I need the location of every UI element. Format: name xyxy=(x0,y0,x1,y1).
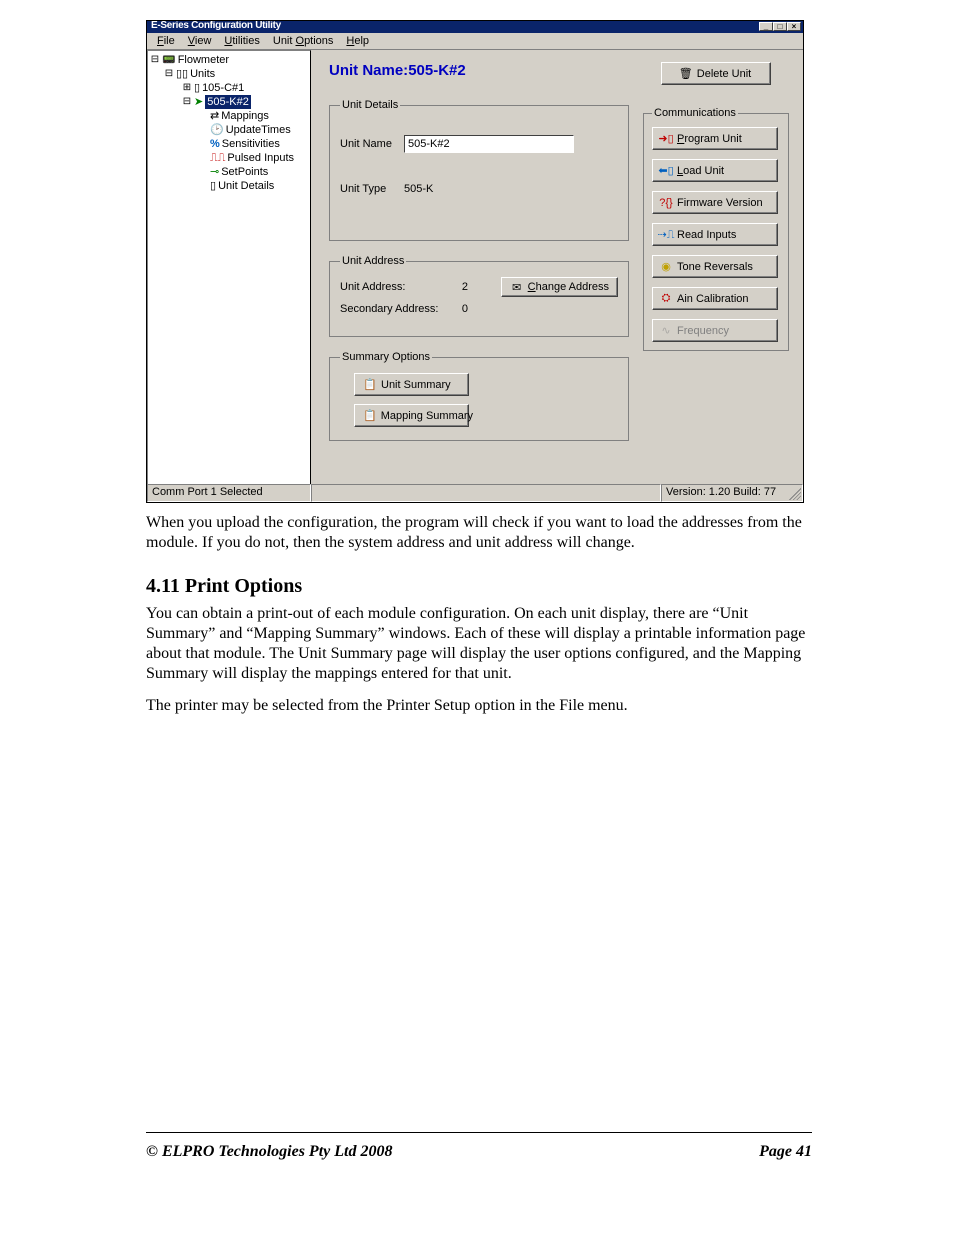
change-address-icon: ✉ xyxy=(510,280,524,294)
tree-root[interactable]: ⊟📟 Flowmeter xyxy=(150,53,310,67)
secondary-address-value: 0 xyxy=(452,303,472,315)
status-left: Comm Port 1 Selected xyxy=(147,484,311,502)
tree-unit-2[interactable]: ⊟➤ 505-K#2 xyxy=(150,95,310,109)
status-right: Version: 1.20 Build: 77 xyxy=(661,484,803,502)
arrow-icon: ➤ xyxy=(194,95,203,109)
load-unit-button[interactable]: ⬅▯ Load Unit xyxy=(652,159,778,182)
doc-para-1: When you upload the configuration, the p… xyxy=(146,513,812,553)
menu-view[interactable]: View xyxy=(182,34,218,48)
secondary-address-label: Secondary Address: xyxy=(340,303,446,315)
unit-details-group: Unit Details Unit Name Unit Type 505-K xyxy=(329,99,629,241)
tree-pulsed-inputs[interactable]: ⎍⎍ Pulsed Inputs xyxy=(150,151,310,165)
flowmeter-icon: 📟 xyxy=(162,53,176,67)
menu-file[interactable]: File xyxy=(151,34,181,48)
unitdetails-icon: ▯ xyxy=(210,179,216,193)
delete-icon: 🗑 xyxy=(679,67,693,81)
unit-icon: ▯ xyxy=(194,81,200,95)
footer-left: © ELPRO Technologies Pty Ltd 2008 xyxy=(146,1143,759,1161)
unit-name-header-value: 505-K#2 xyxy=(408,62,466,79)
close-button[interactable]: × xyxy=(787,22,801,31)
menu-utilities[interactable]: Utilities xyxy=(218,34,265,48)
window-buttons: _ □ × xyxy=(759,22,801,31)
summary-options-legend: Summary Options xyxy=(340,351,432,363)
tree-updatetimes[interactable]: 🕑 UpdateTimes xyxy=(150,123,310,137)
unit-details-legend: Unit Details xyxy=(340,99,400,111)
unit-name-header: Unit Name: 505-K#2 xyxy=(329,62,466,79)
change-address-button[interactable]: ✉ Change Address xyxy=(501,277,618,297)
tree-sensitivities[interactable]: % Sensitivities xyxy=(150,137,310,151)
app-window: E-Series Configuration Utility _ □ × Fil… xyxy=(146,20,804,503)
mapping-summary-button[interactable]: 📋 Mapping Summary xyxy=(354,404,469,427)
page-footer: © ELPRO Technologies Pty Ltd 2008 Page 4… xyxy=(146,1132,812,1191)
unit-type-label: Unit Type xyxy=(340,183,404,195)
unit-address-value: 2 xyxy=(452,281,472,293)
communications-legend: Communications xyxy=(652,107,738,119)
unit-type-value: 505-K xyxy=(404,183,433,195)
menu-help[interactable]: Help xyxy=(340,34,375,48)
unit-address-legend: Unit Address xyxy=(340,255,406,267)
statusbar: Comm Port 1 Selected Version: 1.20 Build… xyxy=(147,484,803,502)
tree-mappings[interactable]: ⇄ Mappings xyxy=(150,109,310,123)
pulsed-icon: ⎍⎍ xyxy=(210,151,225,165)
doc-para-3: The printer may be selected from the Pri… xyxy=(146,696,812,716)
read-inputs-icon: ⇢⎍ xyxy=(659,228,673,242)
setpoints-icon: ⊸ xyxy=(210,165,219,179)
load-icon: ⬅▯ xyxy=(659,164,673,178)
window-title: E-Series Configuration Utility xyxy=(151,21,759,31)
doc-para-2: You can obtain a print-out of each modul… xyxy=(146,604,812,684)
mappings-icon: ⇄ xyxy=(210,109,219,123)
read-inputs-button[interactable]: ⇢⎍ Read Inputs xyxy=(652,223,778,246)
updatetimes-icon: 🕑 xyxy=(210,123,224,137)
maximize-button[interactable]: □ xyxy=(773,22,787,31)
frequency-button: ∿ Frequency xyxy=(652,319,778,342)
unit-summary-button[interactable]: 📋 Unit Summary xyxy=(354,373,469,396)
ain-icon: ⛭ xyxy=(659,292,673,306)
unit-name-input[interactable] xyxy=(404,135,574,153)
footer-right: Page 41 xyxy=(759,1143,812,1161)
resize-grip-icon[interactable] xyxy=(789,488,801,500)
units-icon: ▯▯ xyxy=(176,67,188,81)
summary-icon: 📋 xyxy=(363,378,377,392)
tone-reversals-button[interactable]: ◉ Tone Reversals xyxy=(652,255,778,278)
tree-panel: ⊟📟 Flowmeter ⊟▯▯ Units ⊞▯ 105-C#1 ⊟➤ 505… xyxy=(147,50,311,484)
unit-name-label: Unit Name xyxy=(340,138,404,150)
status-mid xyxy=(311,484,661,502)
minimize-button[interactable]: _ xyxy=(759,22,773,31)
ain-calibration-button[interactable]: ⛭ Ain Calibration xyxy=(652,287,778,310)
tone-icon: ◉ xyxy=(659,260,673,274)
frequency-icon: ∿ xyxy=(659,324,673,338)
firmware-version-button[interactable]: ?{} Firmware Version xyxy=(652,191,778,214)
communications-group: Communications ➜▯ Program Unit ⬅▯ Load U… xyxy=(643,107,789,351)
right-column: 🗑 Delete Unit Communications ➜▯ Program … xyxy=(643,62,789,351)
delete-unit-button[interactable]: 🗑 Delete Unit xyxy=(661,62,771,85)
summary-options-group: Summary Options 📋 Unit Summary 📋 Mapping… xyxy=(329,351,629,441)
summary-icon: 📋 xyxy=(363,409,377,423)
menu-unit-options[interactable]: Unit Options xyxy=(267,34,340,48)
doc-heading: 4.11 Print Options xyxy=(146,575,812,598)
tree-unit-1[interactable]: ⊞▯ 105-C#1 xyxy=(150,81,310,95)
sensitivities-icon: % xyxy=(210,137,220,151)
program-icon: ➜▯ xyxy=(659,132,673,146)
unit-name-header-prefix: Unit Name: xyxy=(329,62,408,79)
main-panel: Unit Name: 505-K#2 Unit Details Unit Nam… xyxy=(311,50,803,484)
tree-unit-details[interactable]: ▯ Unit Details xyxy=(150,179,310,193)
unit-address-group: Unit Address Unit Address: 2 ✉ Change Ad… xyxy=(329,255,629,337)
document-text: When you upload the configuration, the p… xyxy=(146,513,812,716)
titlebar: E-Series Configuration Utility _ □ × xyxy=(147,21,803,33)
program-unit-button[interactable]: ➜▯ Program Unit xyxy=(652,127,778,150)
unit-address-label: Unit Address: xyxy=(340,281,446,293)
tree-units[interactable]: ⊟▯▯ Units xyxy=(150,67,310,81)
menubar: File View Utilities Unit Options Help xyxy=(147,33,803,50)
tree-setpoints[interactable]: ⊸ SetPoints xyxy=(150,165,310,179)
firmware-icon: ?{} xyxy=(659,196,673,210)
